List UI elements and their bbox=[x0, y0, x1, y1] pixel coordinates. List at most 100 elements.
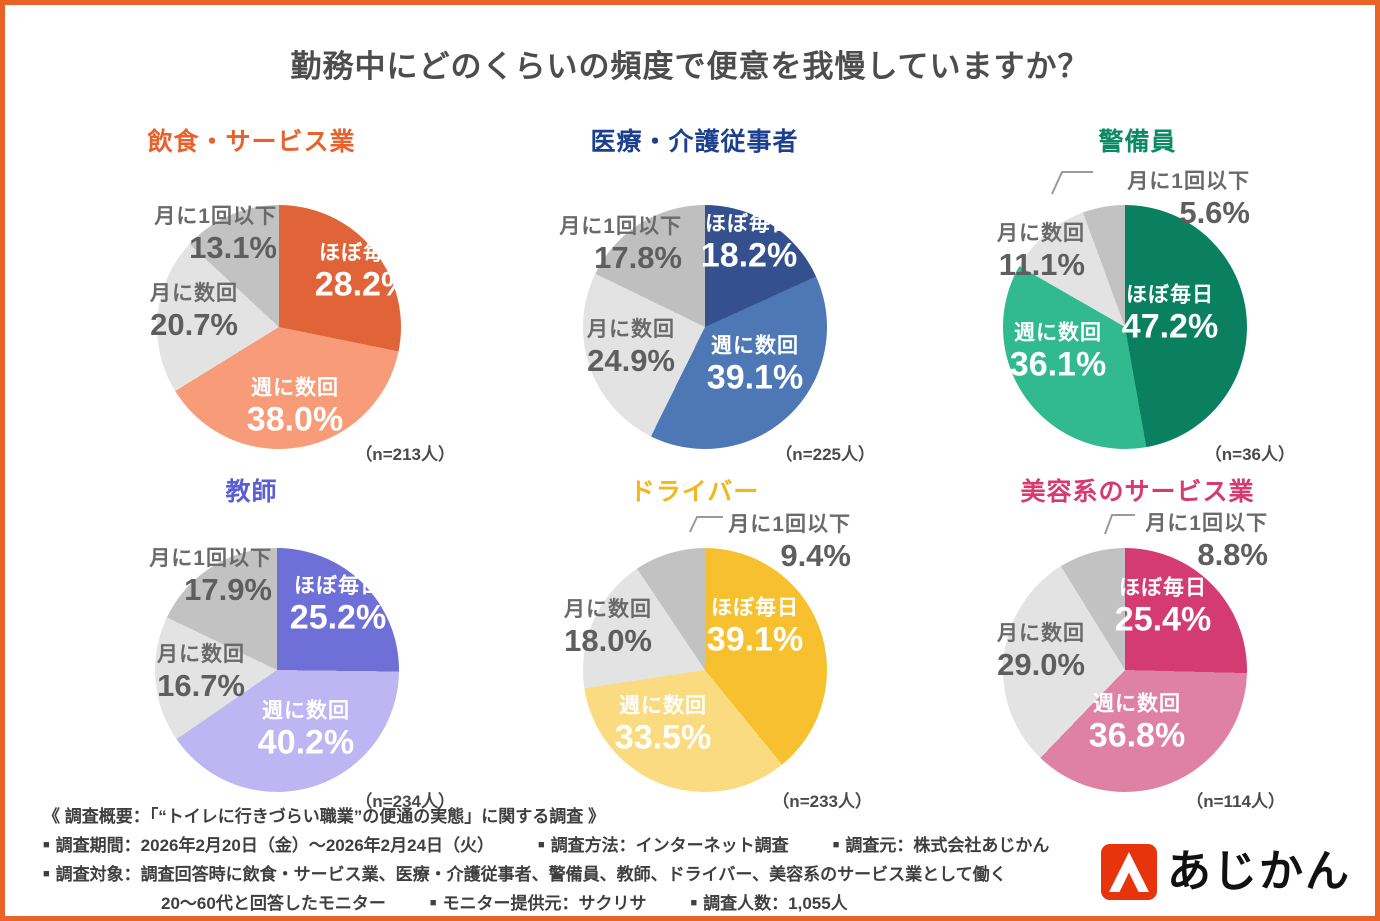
sample-size-label: （n=234人） bbox=[355, 792, 455, 811]
chart-title: 教師 bbox=[225, 478, 278, 506]
survey-footer: 《 調査概要：「“トイレに行きづらい職業”の便通の実態」に関する調査 》 ■ 調査… bbox=[43, 803, 1123, 918]
pie-outside-label: 月に数回 29.0% bbox=[997, 617, 1085, 683]
pie-chart-section: 医療・介護従事者 ほぼ毎日 18.2% 週に数回 39.1% 月に数回 24.9% 月に1回以… bbox=[473, 110, 916, 464]
slice-percent-label: 17.8% bbox=[594, 240, 682, 275]
slice-name-label: 月に1回以下 bbox=[1127, 170, 1250, 193]
slice-name-label: 月に数回 bbox=[997, 222, 1085, 245]
slice-name-label: 月に1回以下 bbox=[149, 547, 272, 570]
pie bbox=[1003, 548, 1247, 792]
pie-slice-label: 週に数回 33.5% bbox=[615, 689, 711, 756]
slice-percent-label: 25.2% bbox=[289, 598, 387, 637]
bullet-icon: ■ bbox=[43, 868, 50, 880]
pie bbox=[1003, 205, 1247, 449]
slice-percent-label: 8.8% bbox=[1197, 537, 1268, 572]
pie-slice-label: ほぼ毎日 47.2% bbox=[1122, 278, 1218, 345]
slice-percent-label: 20.7% bbox=[150, 307, 238, 342]
slice-name-label: 月に1回以下 bbox=[559, 215, 682, 238]
pie-chart-section: 美容系のサービス業 ほぼ毎日 25.4% 週に数回 36.8% 月に数回 29.0% 月に1回… bbox=[916, 460, 1359, 812]
pie-slice-label: 週に数回 40.2% bbox=[258, 694, 354, 761]
slice-percent-label: 36.8% bbox=[1088, 716, 1186, 755]
pie-outside-label: 月に1回以下 9.4% bbox=[728, 508, 851, 574]
slice-name-label: 週に数回 bbox=[711, 334, 799, 358]
slice-name-label: ほぼ毎日 bbox=[711, 596, 799, 620]
slice-name-label: 月に数回 bbox=[564, 598, 652, 621]
pie-chart-section: 警備員 ほぼ毎日 47.2% 週に数回 36.1% 月に数回 11.1% 月に1回以下 5.6%… bbox=[916, 110, 1359, 464]
pie-outside-label: 月に数回 18.0% bbox=[564, 593, 652, 659]
slice-name-label: ほぼ毎日 bbox=[1126, 283, 1214, 307]
pie bbox=[157, 205, 401, 449]
pie-outside-label: 月に1回以下 17.8% bbox=[559, 210, 682, 276]
logo-text: あじかん bbox=[1167, 847, 1351, 896]
slice-name-label: 週に数回 bbox=[1093, 692, 1181, 716]
pie-chart-section: 飲食・サービス業ほぼ毎日 28.2% 週に数回 38.0% 月に数回 20.7% 月に1回以… bbox=[30, 110, 473, 464]
page-title: 勤務中にどのくらいの頻度で便意を我慢していますか？ bbox=[290, 49, 1090, 84]
slice-percent-label: 24.9% bbox=[587, 343, 675, 378]
slice-name-label: 週に数回 bbox=[262, 699, 350, 723]
pie-slice-label: ほぼ毎日 39.1% bbox=[707, 591, 803, 658]
chart-title: 警備員 bbox=[1098, 128, 1177, 156]
pie-outside-label: 月に数回 16.7% bbox=[157, 638, 245, 704]
pie-chart-section: 教師 ほぼ毎日 25.2% 週に数回 40.2% 月に数回 16.7% 月に1回以下 17.9%… bbox=[30, 460, 473, 812]
slice-name-label: 月に1回以下 bbox=[1145, 512, 1268, 535]
survey-detail-item: ■ 調査元：株式会社あじかん bbox=[832, 836, 1050, 855]
survey-detail-item: ■ 調査対象：調査回答時に飲食・サービス業、医療・介護従事者、警備員、教師、ドライ… bbox=[43, 865, 1007, 884]
pie-slice-label: ほぼ毎日 25.2% bbox=[290, 569, 386, 636]
slice-percent-label: 18.0% bbox=[564, 623, 652, 658]
pie-slice-label: ほぼ毎日 25.4% bbox=[1115, 571, 1211, 638]
slice-percent-label: 25.4% bbox=[1114, 600, 1212, 639]
company-logo: あじかん bbox=[1101, 844, 1351, 900]
slice-percent-label: 28.2% bbox=[314, 265, 412, 304]
pie bbox=[583, 205, 827, 449]
slice-percent-label: 39.1% bbox=[706, 620, 804, 659]
slice-percent-label: 11.1% bbox=[998, 247, 1085, 282]
slice-percent-label: 33.5% bbox=[614, 718, 712, 757]
sample-size-label: （n=225人） bbox=[775, 445, 875, 464]
survey-overview: 《 調査概要：「“トイレに行きづらい職業”の便通の実態」に関する調査 》 bbox=[43, 807, 605, 826]
slice-percent-label: 47.2% bbox=[1121, 307, 1219, 346]
logo-mark-icon bbox=[1101, 844, 1157, 900]
survey-detail-item: ■ 調査方法：インターネット調査 bbox=[538, 836, 789, 855]
sample-size-label: （n=213人） bbox=[355, 445, 455, 464]
slice-percent-label: 13.1% bbox=[189, 230, 277, 265]
survey-detail-line: 20～60代と回答したモニター ■ モニター提供元：サクリサ ■ 調査人数：1,055人 bbox=[43, 889, 1123, 918]
pie-charts-grid: 飲食・サービス業 ほぼ毎日 28.2% 週に数回 38.0% 月に数回 20.7% 月に1回以… bbox=[5, 5, 1375, 916]
bullet-icon: ■ bbox=[538, 839, 545, 851]
slice-percent-label: 40.2% bbox=[257, 723, 355, 762]
slice-name-label: ほぼ毎日 bbox=[705, 212, 793, 236]
slice-percent-label: 17.9% bbox=[184, 572, 272, 607]
slice-percent-label: 5.6% bbox=[1179, 195, 1250, 230]
sample-size-label: （n=114人） bbox=[1186, 792, 1285, 811]
slice-percent-label: 36.1% bbox=[1009, 345, 1107, 384]
chart-title: 飲食・サービス業 bbox=[147, 128, 356, 156]
survey-detail-item: 20～60代と回答したモニター bbox=[161, 894, 386, 913]
slice-percent-label: 18.2% bbox=[700, 236, 798, 275]
slice-name-label: 週に数回 bbox=[251, 376, 339, 400]
pie-outside-label: 月に1回以下 8.8% bbox=[1145, 507, 1268, 573]
slice-percent-label: 29.0% bbox=[997, 647, 1085, 682]
slice-name-label: 月に1回以下 bbox=[728, 513, 851, 536]
sample-size-label: （n=36人） bbox=[1204, 445, 1295, 464]
survey-detail-item: ■ モニター提供元：サクリサ bbox=[429, 894, 647, 913]
sample-size-label: （n=233人） bbox=[772, 792, 872, 811]
pie-slice-label: 週に数回 38.0% bbox=[247, 371, 343, 438]
slice-name-label: 月に1回以下 bbox=[154, 205, 277, 228]
slice-name-label: ほぼ毎日 bbox=[319, 241, 407, 265]
pie-slice-label: ほぼ毎日 28.2% bbox=[315, 236, 411, 303]
survey-detail-line: ■ 調査期間：2026年2月20日（金）～2026年2月24日（火） ■ 調査方法：イ… bbox=[43, 831, 1123, 860]
pie-outside-label: 月に1回以下 17.9% bbox=[149, 542, 272, 608]
chart-title: 医療・介護従事者 bbox=[590, 128, 799, 156]
pie-slice-label: 週に数回 36.8% bbox=[1089, 687, 1185, 754]
survey-detail-item: ■ 調査人数：1,055人 bbox=[690, 894, 848, 913]
pie-outside-label: 月に1回以下 5.6% bbox=[1127, 165, 1250, 231]
slice-percent-label: 16.7% bbox=[157, 668, 245, 703]
survey-detail-lines: ■ 調査期間：2026年2月20日（金）～2026年2月24日（火） ■ 調査方法：イ… bbox=[43, 831, 1123, 918]
survey-detail-item: ■ 調査期間：2026年2月20日（金）～2026年2月24日（火） bbox=[43, 836, 495, 855]
pie-outside-label: 月に数回 24.9% bbox=[587, 313, 675, 379]
bullet-icon: ■ bbox=[43, 839, 50, 851]
bullet-icon: ■ bbox=[832, 839, 840, 851]
slice-name-label: 月に数回 bbox=[157, 643, 245, 666]
survey-detail-line: ■ 調査対象：調査回答時に飲食・サービス業、医療・介護従事者、警備員、教師、ドライ… bbox=[43, 860, 1123, 889]
pie-outside-label: 月に数回 20.7% bbox=[150, 277, 238, 343]
slice-percent-label: 9.4% bbox=[780, 538, 851, 573]
